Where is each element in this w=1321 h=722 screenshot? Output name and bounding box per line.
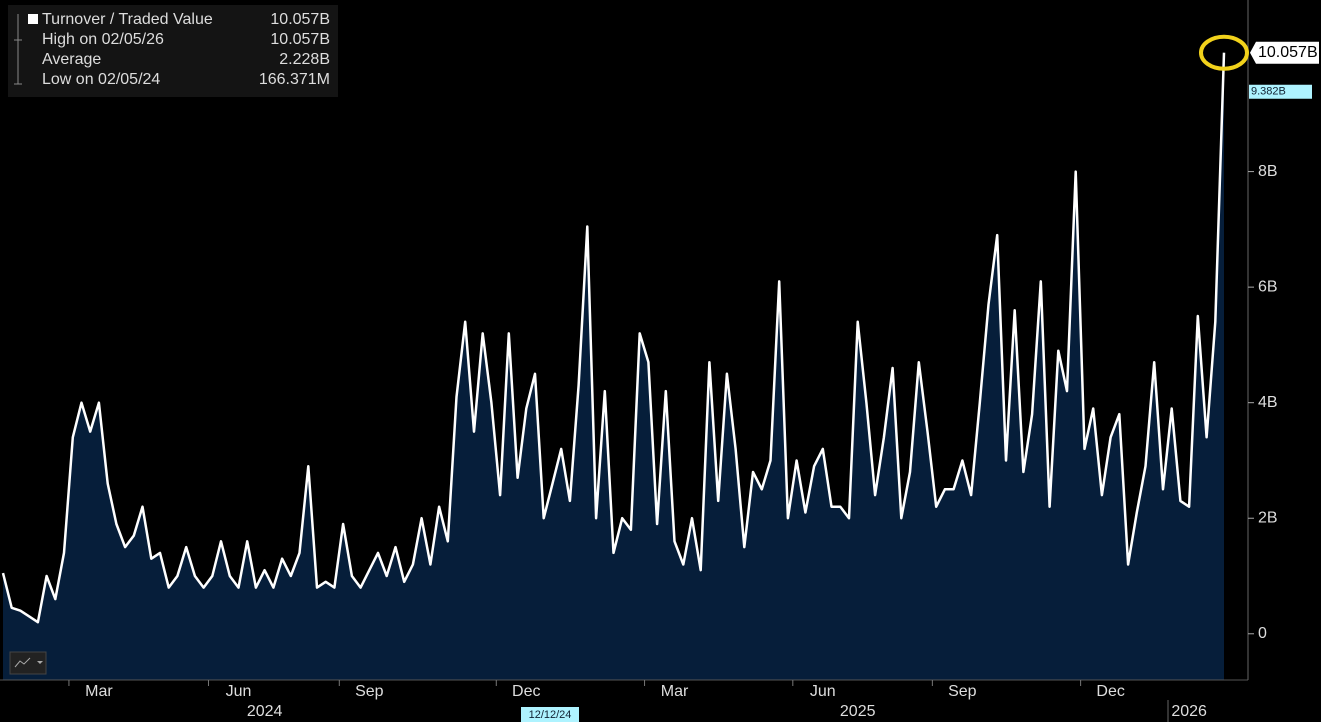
year-label: 2024: [247, 703, 283, 720]
x-tick-label: Sep: [355, 683, 384, 700]
line: [1, 52, 1226, 624]
legend-box: [8, 5, 338, 97]
x-tick-label: Dec: [1096, 683, 1124, 700]
x-tick-label: Mar: [85, 683, 113, 700]
year-label: 2026: [1171, 703, 1207, 720]
x-tick-label: Mar: [661, 683, 689, 700]
area: [3, 52, 1224, 680]
legend-value: 10.057B: [270, 31, 330, 48]
last-value-label: 10.057B: [1258, 44, 1318, 61]
y-tick-label: 4B: [1258, 394, 1278, 411]
x-tick-label: Jun: [226, 683, 252, 700]
y-tick-label: 2B: [1258, 509, 1278, 526]
x-tick-label: Dec: [512, 683, 540, 700]
legend-label: Low on 02/05/24: [42, 71, 160, 88]
x-tick-label: Sep: [948, 683, 977, 700]
chart-type-button[interactable]: [9, 651, 47, 675]
crosshair-y-label: 9.382B: [1251, 86, 1286, 98]
legend-title: Turnover / Traded Value: [42, 11, 213, 28]
y-tick-label: 8B: [1258, 163, 1278, 180]
value-box: [1250, 41, 1319, 64]
highlight-circle: [1199, 34, 1249, 71]
crosshair-x-box: [521, 707, 579, 722]
y-tick-label: 0: [1258, 625, 1267, 642]
legend-label: Average: [42, 51, 101, 68]
legend-icons: [14, 14, 22, 85]
legend-value: 10.057B: [270, 11, 330, 28]
x-tick-label: Jun: [810, 683, 836, 700]
legend-value: 166.371M: [259, 71, 330, 88]
plot: [1, 52, 1226, 680]
year-label: 2025: [840, 703, 876, 720]
crosshair-y-box: [1249, 84, 1312, 99]
y-tick-label: 6B: [1258, 278, 1278, 295]
crosshair-x-label: 12/12/24: [529, 709, 572, 721]
legend-value: 2.228B: [279, 51, 330, 68]
legend-swatch: [28, 14, 38, 24]
legend-label: High on 02/05/26: [42, 31, 164, 48]
